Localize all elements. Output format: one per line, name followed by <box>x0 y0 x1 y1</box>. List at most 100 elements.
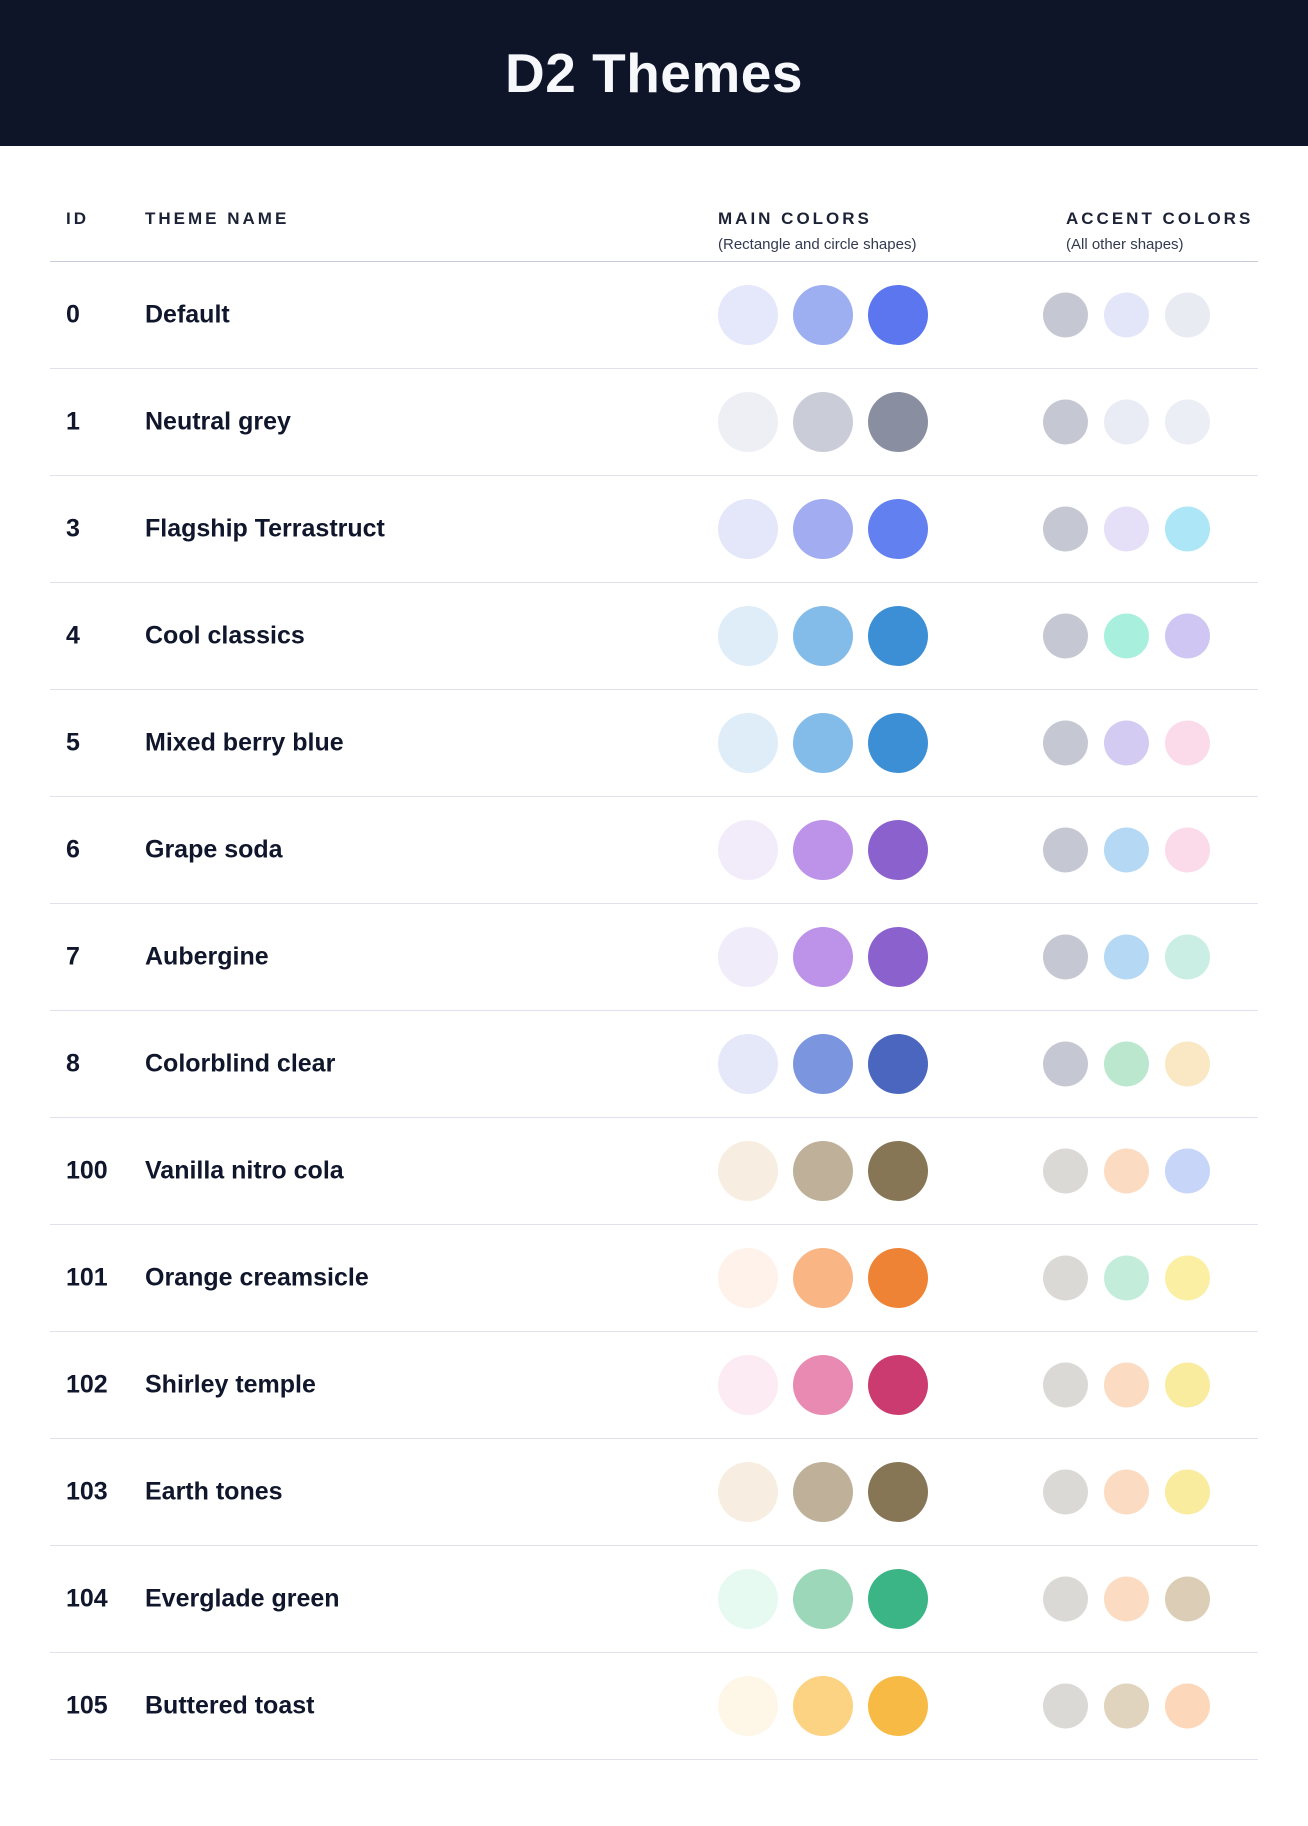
theme-name: Everglade green <box>145 1584 340 1613</box>
accent-color-swatch-2 <box>1104 506 1149 552</box>
theme-id: 4 <box>66 621 80 650</box>
accent-color-swatch-1 <box>1043 1576 1088 1622</box>
theme-row: 104 Everglade green <box>50 1546 1258 1653</box>
accent-color-swatches <box>1043 613 1210 659</box>
theme-name: Grape soda <box>145 835 283 864</box>
theme-id: 105 <box>66 1691 108 1720</box>
accent-color-swatch-2 <box>1104 1469 1149 1515</box>
main-color-swatch-2 <box>793 1141 853 1201</box>
accent-color-swatch-3 <box>1165 613 1210 659</box>
accent-color-swatch-1 <box>1043 934 1088 980</box>
main-color-swatch-3 <box>868 820 928 880</box>
accent-color-swatches <box>1043 827 1210 873</box>
theme-row: 3 Flagship Terrastruct <box>50 476 1258 583</box>
column-header-main-colors: MAIN COLORS <box>718 209 872 228</box>
theme-id: 8 <box>66 1049 80 1078</box>
accent-color-swatch-1 <box>1043 399 1088 445</box>
theme-row: 103 Earth tones <box>50 1439 1258 1546</box>
theme-name: Default <box>145 300 230 329</box>
main-color-swatches <box>718 392 928 452</box>
accent-color-swatch-1 <box>1043 720 1088 766</box>
accent-color-swatch-3 <box>1165 1041 1210 1087</box>
main-color-swatch-3 <box>868 499 928 559</box>
accent-color-swatch-3 <box>1165 1683 1210 1729</box>
theme-row: 5 Mixed berry blue <box>50 690 1258 797</box>
theme-id: 103 <box>66 1477 108 1506</box>
theme-name: Flagship Terrastruct <box>145 514 385 543</box>
accent-color-swatches <box>1043 506 1210 552</box>
theme-row: 102 Shirley temple <box>50 1332 1258 1439</box>
accent-color-swatch-3 <box>1165 1255 1210 1301</box>
main-color-swatch-3 <box>868 1248 928 1308</box>
theme-id: 7 <box>66 942 80 971</box>
main-color-swatches <box>718 1569 928 1629</box>
theme-name: Vanilla nitro cola <box>145 1156 344 1185</box>
main-color-swatch-3 <box>868 392 928 452</box>
accent-color-swatches <box>1043 1041 1210 1087</box>
main-color-swatches <box>718 927 928 987</box>
theme-id: 1 <box>66 407 80 436</box>
main-color-swatches <box>718 1676 928 1736</box>
theme-name: Neutral grey <box>145 407 291 436</box>
main-color-swatches <box>718 1034 928 1094</box>
accent-color-swatches <box>1043 934 1210 980</box>
main-color-swatch-3 <box>868 1462 928 1522</box>
main-color-swatches <box>718 1462 928 1522</box>
main-color-swatch-3 <box>868 1676 928 1736</box>
theme-row: 100 Vanilla nitro cola <box>50 1118 1258 1225</box>
column-header-accent-colors: ACCENT COLORS <box>1066 209 1254 228</box>
main-color-swatch-2 <box>793 1569 853 1629</box>
main-color-swatch-2 <box>793 1248 853 1308</box>
theme-id: 5 <box>66 728 80 757</box>
main-color-swatch-1 <box>718 1248 778 1308</box>
accent-color-swatches <box>1043 1469 1210 1515</box>
theme-name: Aubergine <box>145 942 269 971</box>
theme-row: 101 Orange creamsicle <box>50 1225 1258 1332</box>
theme-id: 104 <box>66 1584 108 1613</box>
accent-color-swatch-3 <box>1165 292 1210 338</box>
main-color-swatch-1 <box>718 1462 778 1522</box>
theme-row: 1 Neutral grey <box>50 369 1258 476</box>
main-color-swatch-2 <box>793 927 853 987</box>
main-color-swatch-3 <box>868 1355 928 1415</box>
accent-color-swatch-1 <box>1043 827 1088 873</box>
theme-name: Cool classics <box>145 621 305 650</box>
accent-color-swatch-3 <box>1165 827 1210 873</box>
main-color-swatch-3 <box>868 606 928 666</box>
accent-color-swatches <box>1043 1362 1210 1408</box>
main-color-swatch-2 <box>793 1034 853 1094</box>
theme-name: Orange creamsicle <box>145 1263 369 1292</box>
main-color-swatch-2 <box>793 606 853 666</box>
main-color-swatch-2 <box>793 392 853 452</box>
accent-color-swatch-3 <box>1165 720 1210 766</box>
main-color-swatch-3 <box>868 1034 928 1094</box>
accent-color-swatch-3 <box>1165 1469 1210 1515</box>
theme-name: Mixed berry blue <box>145 728 344 757</box>
accent-color-swatch-2 <box>1104 292 1149 338</box>
main-color-swatch-3 <box>868 1141 928 1201</box>
page-title: D2 Themes <box>505 42 803 104</box>
accent-color-swatch-2 <box>1104 1576 1149 1622</box>
main-color-swatch-2 <box>793 1462 853 1522</box>
main-color-swatch-3 <box>868 713 928 773</box>
accent-color-swatch-3 <box>1165 506 1210 552</box>
theme-name: Earth tones <box>145 1477 283 1506</box>
theme-id: 101 <box>66 1263 108 1292</box>
accent-color-swatches <box>1043 1683 1210 1729</box>
theme-row: 4 Cool classics <box>50 583 1258 690</box>
accent-color-swatches <box>1043 292 1210 338</box>
accent-color-swatches <box>1043 399 1210 445</box>
main-color-swatch-1 <box>718 499 778 559</box>
accent-color-swatch-1 <box>1043 1041 1088 1087</box>
column-subtext-accent-colors: (All other shapes) <box>1066 236 1184 253</box>
theme-id: 3 <box>66 514 80 543</box>
main-color-swatch-1 <box>718 1569 778 1629</box>
main-color-swatches <box>718 820 928 880</box>
accent-color-swatch-3 <box>1165 1576 1210 1622</box>
accent-color-swatch-2 <box>1104 1362 1149 1408</box>
main-color-swatch-2 <box>793 1355 853 1415</box>
accent-color-swatch-3 <box>1165 934 1210 980</box>
accent-color-swatch-2 <box>1104 399 1149 445</box>
main-color-swatch-2 <box>793 713 853 773</box>
